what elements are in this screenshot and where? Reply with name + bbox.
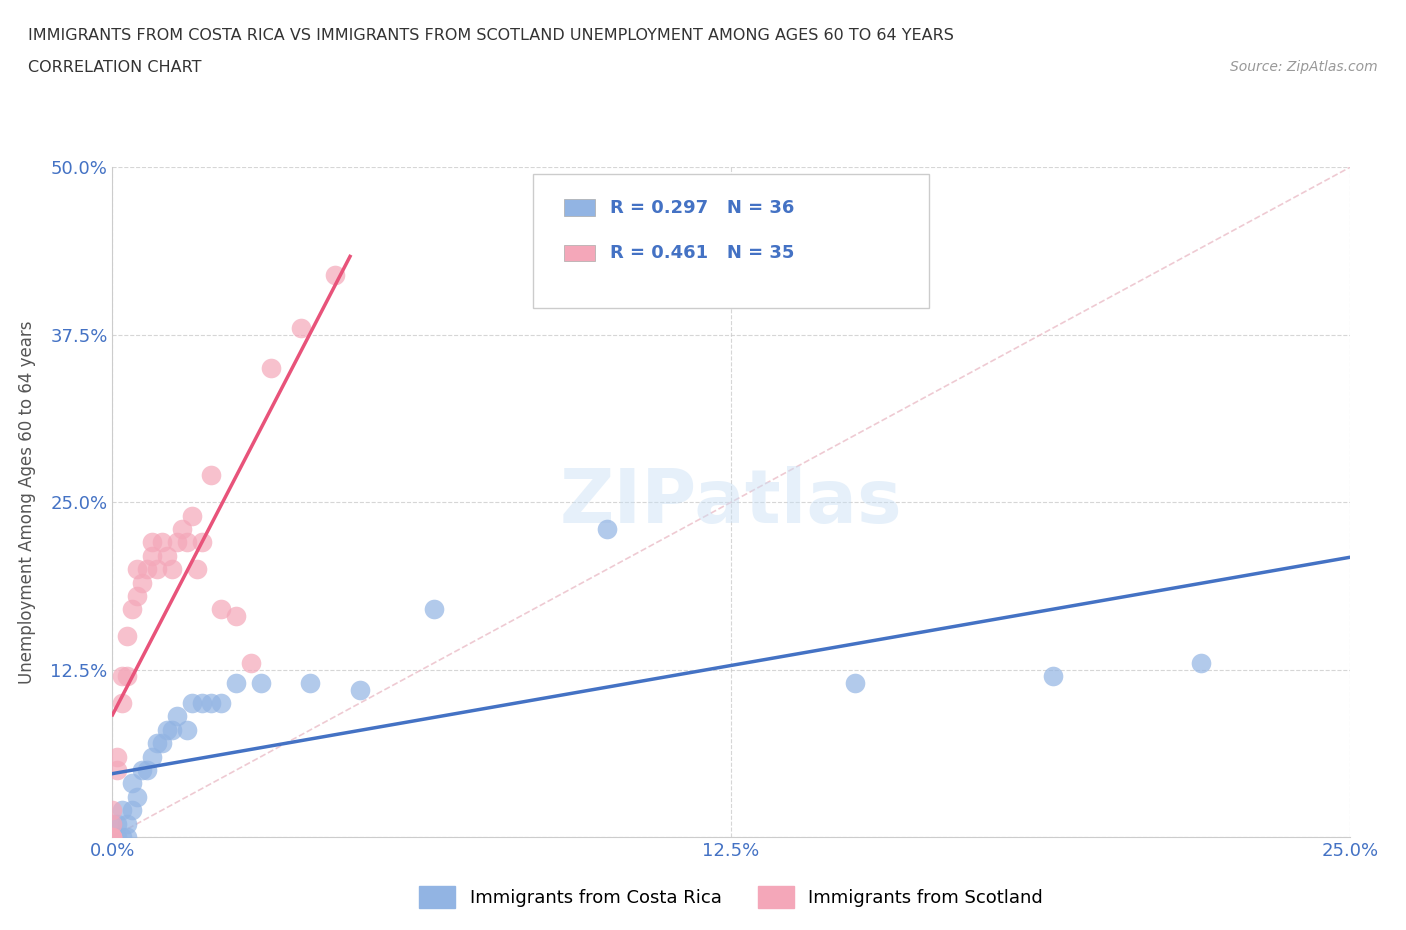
Point bbox=[349, 683, 371, 698]
Text: Source: ZipAtlas.com: Source: ZipAtlas.com bbox=[1230, 60, 1378, 74]
Point bbox=[121, 803, 143, 817]
Point bbox=[117, 830, 139, 844]
Point bbox=[200, 468, 222, 483]
Point bbox=[141, 549, 163, 564]
Point bbox=[107, 817, 129, 831]
Point bbox=[136, 562, 159, 577]
Point bbox=[107, 830, 129, 844]
Point bbox=[101, 830, 124, 844]
Text: ZIPatlas: ZIPatlas bbox=[560, 466, 903, 538]
Point bbox=[1042, 669, 1064, 684]
Point bbox=[131, 763, 153, 777]
Point bbox=[186, 562, 208, 577]
Point bbox=[240, 656, 263, 671]
Point bbox=[131, 575, 153, 590]
Point bbox=[141, 535, 163, 550]
Point bbox=[190, 535, 212, 550]
Point bbox=[596, 522, 619, 537]
Point bbox=[225, 675, 247, 690]
Point bbox=[299, 675, 322, 690]
Point bbox=[170, 522, 193, 537]
Text: R = 0.461   N = 35: R = 0.461 N = 35 bbox=[610, 244, 794, 262]
Point bbox=[176, 535, 198, 550]
Point bbox=[323, 267, 346, 282]
Point bbox=[225, 608, 247, 623]
Point bbox=[250, 675, 273, 690]
FancyBboxPatch shape bbox=[564, 199, 595, 216]
Point bbox=[160, 562, 183, 577]
Point bbox=[146, 736, 169, 751]
Point bbox=[121, 776, 143, 790]
Point bbox=[166, 709, 188, 724]
Point bbox=[209, 696, 232, 711]
Point bbox=[107, 763, 129, 777]
Text: IMMIGRANTS FROM COSTA RICA VS IMMIGRANTS FROM SCOTLAND UNEMPLOYMENT AMONG AGES 6: IMMIGRANTS FROM COSTA RICA VS IMMIGRANTS… bbox=[28, 28, 955, 43]
Y-axis label: Unemployment Among Ages 60 to 64 years: Unemployment Among Ages 60 to 64 years bbox=[18, 321, 37, 684]
Point bbox=[111, 803, 134, 817]
Point bbox=[150, 736, 173, 751]
Point bbox=[136, 763, 159, 777]
Point bbox=[121, 602, 143, 617]
FancyBboxPatch shape bbox=[564, 245, 595, 261]
FancyBboxPatch shape bbox=[533, 174, 929, 308]
Text: R = 0.297   N = 36: R = 0.297 N = 36 bbox=[610, 199, 794, 217]
Point bbox=[101, 830, 124, 844]
Point bbox=[111, 830, 134, 844]
Point bbox=[160, 723, 183, 737]
Point bbox=[117, 817, 139, 831]
Point bbox=[127, 589, 149, 604]
Point bbox=[101, 830, 124, 844]
Point bbox=[150, 535, 173, 550]
Point bbox=[127, 562, 149, 577]
Point bbox=[200, 696, 222, 711]
Point bbox=[111, 669, 134, 684]
Point bbox=[180, 508, 202, 523]
Text: CORRELATION CHART: CORRELATION CHART bbox=[28, 60, 201, 75]
Point bbox=[844, 675, 866, 690]
Point bbox=[1189, 656, 1212, 671]
Point bbox=[101, 830, 124, 844]
Point bbox=[260, 361, 283, 376]
Point bbox=[101, 830, 124, 844]
Point bbox=[101, 803, 124, 817]
Point bbox=[117, 669, 139, 684]
Point bbox=[176, 723, 198, 737]
Point bbox=[127, 790, 149, 804]
Point bbox=[423, 602, 446, 617]
Point bbox=[101, 830, 124, 844]
Point bbox=[101, 817, 124, 831]
Point bbox=[156, 549, 179, 564]
Point bbox=[209, 602, 232, 617]
Point bbox=[117, 629, 139, 644]
Legend: Immigrants from Costa Rica, Immigrants from Scotland: Immigrants from Costa Rica, Immigrants f… bbox=[412, 879, 1050, 915]
Point bbox=[141, 750, 163, 764]
Point bbox=[111, 696, 134, 711]
Point bbox=[156, 723, 179, 737]
Point bbox=[190, 696, 212, 711]
Point bbox=[166, 535, 188, 550]
Point bbox=[101, 817, 124, 831]
Point bbox=[180, 696, 202, 711]
Point bbox=[290, 321, 312, 336]
Point bbox=[107, 750, 129, 764]
Point bbox=[146, 562, 169, 577]
Point bbox=[101, 830, 124, 844]
